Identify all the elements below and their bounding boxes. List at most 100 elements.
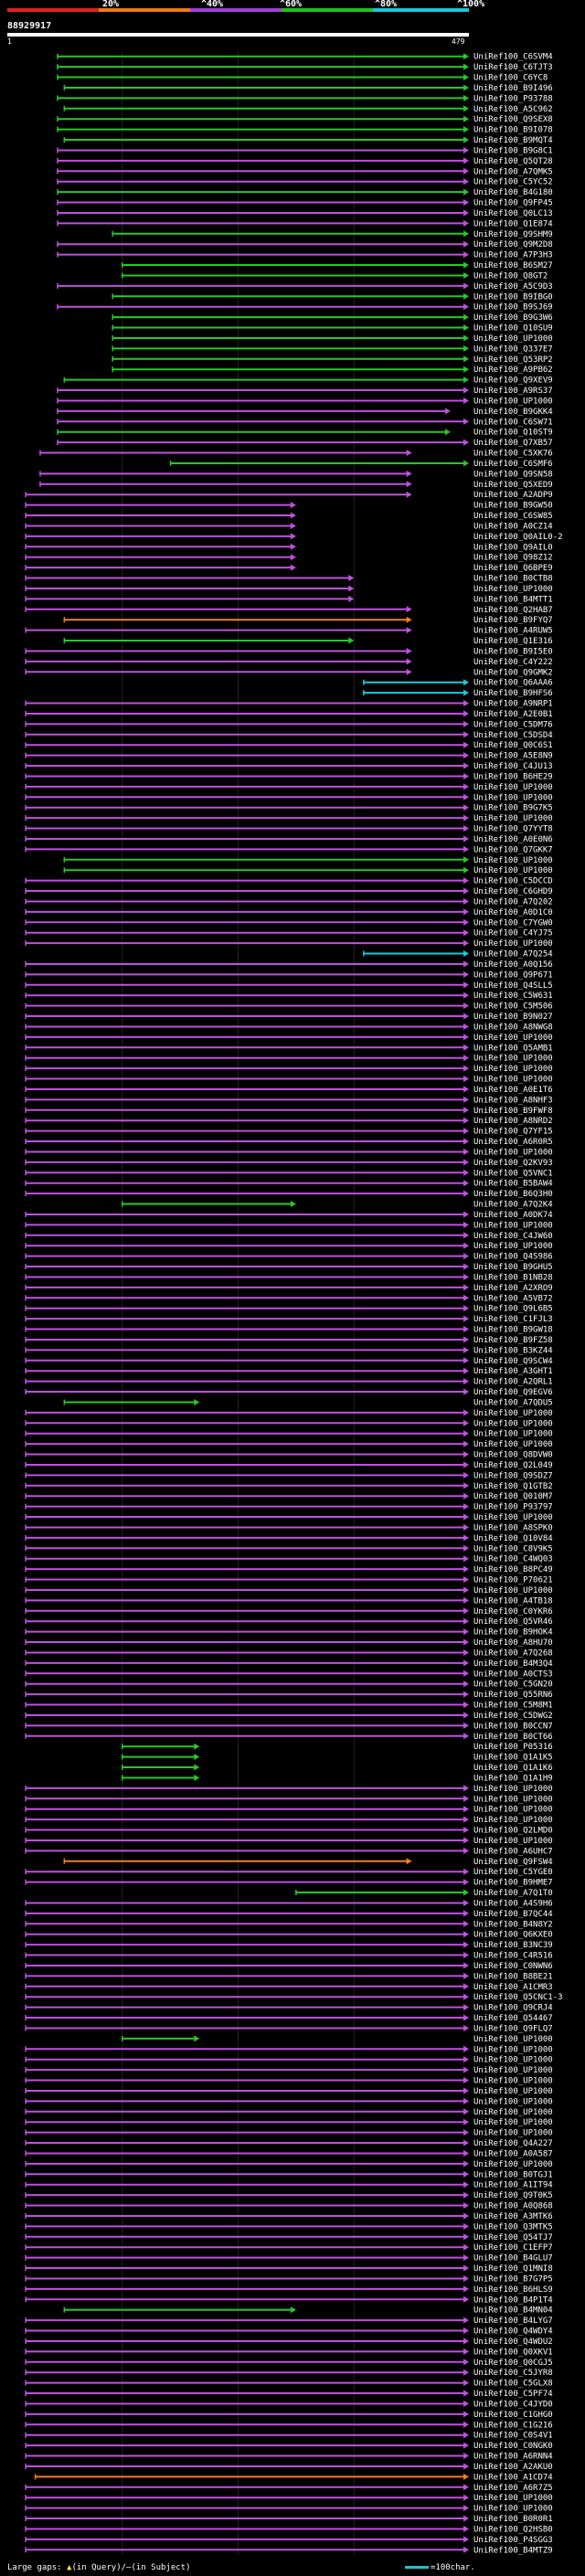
hit-label[interactable]: UniRef100_A0CTS3 xyxy=(473,1670,553,1679)
hit-label[interactable]: UniRef100_UP1000 xyxy=(473,2077,553,2086)
hit-label[interactable]: UniRef100_B3NC39 xyxy=(473,1941,553,1950)
hit-label[interactable]: UniRef100_A3GHT1 xyxy=(473,1367,553,1376)
hit-label[interactable]: UniRef100_B9FWF8 xyxy=(473,1107,553,1116)
hit-label[interactable]: UniRef100_B9HME7 xyxy=(473,1879,553,1888)
hit-label[interactable]: UniRef100_C5JYR8 xyxy=(473,2369,553,2378)
hit-label[interactable]: UniRef100_B9GKK4 xyxy=(473,408,553,417)
hit-label[interactable]: UniRef100_Q6AAA6 xyxy=(473,679,553,688)
hit-label[interactable]: UniRef100_A2AKU0 xyxy=(473,2463,553,2472)
hit-label[interactable]: UniRef100_C6GHD9 xyxy=(473,887,553,896)
hit-label[interactable]: UniRef100_Q4A227 xyxy=(473,2139,553,2148)
hit-label[interactable]: UniRef100_B9N027 xyxy=(473,1012,553,1022)
hit-label[interactable]: UniRef100_A7QDU5 xyxy=(473,1398,553,1407)
hit-label[interactable]: UniRef100_Q9EGV6 xyxy=(473,1388,553,1397)
hit-label[interactable]: UniRef100_B0CT66 xyxy=(473,1733,553,1742)
hit-label[interactable]: UniRef100_A8NWG8 xyxy=(473,1023,553,1032)
hit-label[interactable]: UniRef100_Q5QT28 xyxy=(473,157,553,166)
hit-label[interactable]: UniRef100_Q9SCW4 xyxy=(473,1357,553,1366)
hit-label[interactable]: UniRef100_B4G180 xyxy=(473,188,553,197)
hit-label[interactable]: UniRef100_B4LYG7 xyxy=(473,2316,553,2326)
hit-label[interactable]: UniRef100_A6R0R5 xyxy=(473,1138,553,1147)
hit-label[interactable]: UniRef100_A6R7Z5 xyxy=(473,2484,553,2493)
hit-label[interactable]: UniRef100_C5DCCD xyxy=(473,877,553,886)
hit-label[interactable]: UniRef100_Q9L6B5 xyxy=(473,1305,553,1314)
hit-label[interactable]: UniRef100_A5C9D3 xyxy=(473,282,553,292)
hit-label[interactable]: UniRef100_B5BAW4 xyxy=(473,1180,553,1189)
hit-label[interactable]: UniRef100_UP1000 xyxy=(473,1419,553,1428)
hit-label[interactable]: UniRef100_P93788 xyxy=(473,94,553,103)
hit-label[interactable]: UniRef100_B4N8Y2 xyxy=(473,1920,553,1929)
hit-label[interactable]: UniRef100_C5M506 xyxy=(473,1002,553,1012)
hit-label[interactable]: UniRef100_Q1A1K5 xyxy=(473,1754,553,1763)
hit-label[interactable]: UniRef100_UP1000 xyxy=(473,334,553,344)
hit-label[interactable]: UniRef100_B0R0R1 xyxy=(473,2515,553,2524)
hit-label[interactable]: UniRef100_B4P1T4 xyxy=(473,2295,553,2305)
hit-label[interactable]: UniRef100_UP1000 xyxy=(473,2056,553,2065)
hit-label[interactable]: UniRef100_Q7XB57 xyxy=(473,439,553,448)
hit-label[interactable]: UniRef100_C4JYD0 xyxy=(473,2400,553,2409)
hit-label[interactable]: UniRef100_B8PC49 xyxy=(473,1565,553,1574)
hit-label[interactable]: UniRef100_A7Q202 xyxy=(473,897,553,906)
hit-label[interactable]: UniRef100_UP1000 xyxy=(473,2129,553,2138)
hit-label[interactable]: UniRef100_A8HU70 xyxy=(473,1638,553,1648)
hit-label[interactable]: UniRef100_UP1000 xyxy=(473,1242,553,1251)
hit-label[interactable]: UniRef100_A2ADP9 xyxy=(473,491,553,500)
hit-label[interactable]: UniRef100_A2E0B1 xyxy=(473,710,553,719)
hit-label[interactable]: UniRef100_Q1A1K6 xyxy=(473,1764,553,1773)
hit-label[interactable]: UniRef100_Q4SLL5 xyxy=(473,981,553,991)
hit-label[interactable]: UniRef100_B6HLS9 xyxy=(473,2285,553,2295)
hit-label[interactable]: UniRef100_Q1MNI8 xyxy=(473,2264,553,2274)
hit-label[interactable]: UniRef100_Q5XED9 xyxy=(473,481,553,490)
hit-label[interactable]: UniRef100_Q8DVW0 xyxy=(473,1451,553,1460)
hit-label[interactable]: UniRef100_Q5CNC1-3 xyxy=(473,1993,563,2002)
hit-label[interactable]: UniRef100_UP1000 xyxy=(473,1513,553,1522)
hit-label[interactable]: UniRef100_UP1000 xyxy=(473,2160,553,2169)
hit-label[interactable]: UniRef100_Q1E316 xyxy=(473,637,553,646)
hit-label[interactable]: UniRef100_Q2HAB7 xyxy=(473,606,553,615)
hit-label[interactable]: UniRef100_Q9T0K5 xyxy=(473,2191,553,2200)
hit-label[interactable]: UniRef100_Q10SU9 xyxy=(473,324,553,334)
hit-label[interactable]: UniRef100_UP1000 xyxy=(473,814,553,823)
hit-label[interactable]: UniRef100_Q5AMB1 xyxy=(473,1044,553,1053)
hit-label[interactable]: UniRef100_Q55RN6 xyxy=(473,1691,553,1700)
hit-label[interactable]: UniRef100_C6SVM4 xyxy=(473,53,553,62)
hit-label[interactable]: UniRef100_C4JW60 xyxy=(473,1232,553,1241)
hit-label[interactable]: UniRef100_C6SMF6 xyxy=(473,460,553,469)
hit-label[interactable]: UniRef100_P4SGG3 xyxy=(473,2536,553,2545)
hit-label[interactable]: UniRef100_A7Q268 xyxy=(473,1648,553,1658)
hit-label[interactable]: UniRef100_Q9SHM9 xyxy=(473,230,553,239)
hit-label[interactable]: UniRef100_Q010M7 xyxy=(473,1492,553,1501)
hit-label[interactable]: UniRef100_C5PF74 xyxy=(473,2390,553,2399)
hit-label[interactable]: UniRef100_C4JU13 xyxy=(473,762,553,771)
hit-label[interactable]: UniRef100_P05316 xyxy=(473,1743,553,1752)
hit-label[interactable]: UniRef100_C1GHG0 xyxy=(473,2411,553,2420)
hit-label[interactable]: UniRef100_Q0AIL0-2 xyxy=(473,533,563,542)
hit-label[interactable]: UniRef100_Q8GT2 xyxy=(473,271,548,281)
hit-label[interactable]: UniRef100_B9FZ58 xyxy=(473,1336,553,1345)
hit-label[interactable]: UniRef100_Q9FSW4 xyxy=(473,1858,553,1867)
hit-label[interactable]: UniRef100_B6HE29 xyxy=(473,772,553,781)
hit-label[interactable]: UniRef100_B9GW50 xyxy=(473,502,553,511)
hit-label[interactable]: UniRef100_A9RS37 xyxy=(473,387,553,396)
hit-label[interactable]: UniRef100_UP1000 xyxy=(473,1586,553,1595)
hit-label[interactable]: UniRef100_C5YC52 xyxy=(473,178,553,187)
hit-label[interactable]: UniRef100_A9NRP1 xyxy=(473,700,553,709)
hit-label[interactable]: UniRef100_A1CD74 xyxy=(473,2473,553,2482)
hit-label[interactable]: UniRef100_UP1000 xyxy=(473,1806,553,1815)
hit-label[interactable]: UniRef100_C5W631 xyxy=(473,991,553,1001)
hit-label[interactable]: UniRef100_B9I078 xyxy=(473,126,553,135)
hit-label[interactable]: UniRef100_B9HFS6 xyxy=(473,689,553,698)
hit-label[interactable]: UniRef100_B9FYQ7 xyxy=(473,616,553,625)
hit-label[interactable]: UniRef100_B4MTT1 xyxy=(473,595,553,604)
hit-label[interactable]: UniRef100_Q0CGJ5 xyxy=(473,2359,553,2368)
hit-label[interactable]: UniRef100_C4R516 xyxy=(473,1952,553,1961)
hit-label[interactable]: UniRef100_A0Q868 xyxy=(473,2202,553,2211)
hit-label[interactable]: UniRef100_B0TGJ1 xyxy=(473,2170,553,2179)
hit-label[interactable]: UniRef100_UP1000 xyxy=(473,1837,553,1846)
hit-label[interactable]: UniRef100_B9G7K5 xyxy=(473,804,553,813)
hit-label[interactable]: UniRef100_UP1000 xyxy=(473,2097,553,2106)
hit-label[interactable]: UniRef100_A8SPK0 xyxy=(473,1523,553,1532)
hit-label[interactable]: UniRef100_C6SW85 xyxy=(473,512,553,521)
hit-label[interactable]: UniRef100_Q9SN58 xyxy=(473,470,553,479)
hit-label[interactable]: UniRef100_A3MTK6 xyxy=(473,2212,553,2221)
